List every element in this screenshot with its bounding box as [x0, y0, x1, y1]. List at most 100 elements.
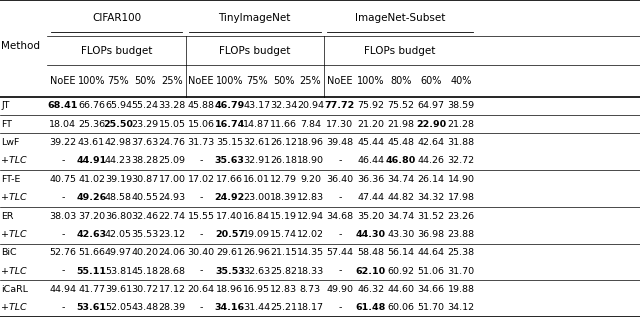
- Text: 12.94: 12.94: [297, 211, 324, 221]
- Text: +TLC: +TLC: [1, 303, 27, 312]
- Text: 30.87: 30.87: [132, 175, 159, 184]
- Text: 18.96: 18.96: [297, 138, 324, 147]
- Text: 11.66: 11.66: [270, 120, 297, 129]
- Text: 16.95: 16.95: [243, 285, 270, 294]
- Text: 16.74: 16.74: [214, 120, 245, 129]
- Text: 17.12: 17.12: [159, 285, 186, 294]
- Text: 35.15: 35.15: [216, 138, 243, 147]
- Text: 16.01: 16.01: [243, 175, 270, 184]
- Text: 7.84: 7.84: [300, 120, 321, 129]
- Text: 21.28: 21.28: [447, 120, 475, 129]
- Text: 34.16: 34.16: [214, 303, 245, 312]
- Text: +TLC: +TLC: [1, 193, 27, 202]
- Text: 40%: 40%: [451, 76, 472, 86]
- Text: 24.93: 24.93: [159, 193, 186, 202]
- Text: 77.72: 77.72: [324, 101, 355, 110]
- Text: 37.20: 37.20: [78, 211, 105, 221]
- Text: 60.92: 60.92: [387, 267, 415, 275]
- Text: 16.84: 16.84: [243, 211, 270, 221]
- Text: -: -: [338, 193, 342, 202]
- Text: 35.53: 35.53: [215, 267, 244, 275]
- Text: 44.91: 44.91: [76, 157, 107, 165]
- Text: -: -: [61, 303, 65, 312]
- Text: FT: FT: [1, 120, 12, 129]
- Text: iCaRL: iCaRL: [1, 285, 28, 294]
- Text: NoEE: NoEE: [188, 76, 214, 86]
- Text: ImageNet-Subset: ImageNet-Subset: [355, 13, 445, 23]
- Text: NoEE: NoEE: [327, 76, 353, 86]
- Text: 66.76: 66.76: [78, 101, 105, 110]
- Text: 24.06: 24.06: [159, 248, 186, 257]
- Text: 32.63: 32.63: [243, 267, 270, 275]
- Text: 45.18: 45.18: [132, 267, 159, 275]
- Text: 32.61: 32.61: [243, 138, 270, 147]
- Text: 48.58: 48.58: [105, 193, 132, 202]
- Text: 60%: 60%: [420, 76, 442, 86]
- Text: 40.20: 40.20: [132, 248, 159, 257]
- Text: 17.30: 17.30: [326, 120, 353, 129]
- Text: 28.68: 28.68: [159, 267, 186, 275]
- Text: BiC: BiC: [1, 248, 17, 257]
- Text: 21.20: 21.20: [357, 120, 385, 129]
- Text: 34.74: 34.74: [387, 175, 415, 184]
- Text: -: -: [338, 230, 342, 239]
- Text: 55.24: 55.24: [132, 101, 159, 110]
- Text: 49.26: 49.26: [76, 193, 107, 202]
- Text: -: -: [199, 303, 203, 312]
- Text: 23.26: 23.26: [447, 211, 475, 221]
- Text: 15.55: 15.55: [188, 211, 214, 221]
- Text: 25.38: 25.38: [447, 248, 475, 257]
- Text: 52.05: 52.05: [105, 303, 132, 312]
- Text: -: -: [61, 157, 65, 165]
- Text: -: -: [338, 267, 342, 275]
- Text: 38.59: 38.59: [447, 101, 475, 110]
- Text: 17.98: 17.98: [447, 193, 475, 202]
- Text: 75%: 75%: [108, 76, 129, 86]
- Text: 32.91: 32.91: [243, 157, 270, 165]
- Text: TinyImageNet: TinyImageNet: [218, 13, 291, 23]
- Text: 56.14: 56.14: [387, 248, 415, 257]
- Text: 20.57: 20.57: [215, 230, 244, 239]
- Text: 33.28: 33.28: [159, 101, 186, 110]
- Text: 52.76: 52.76: [49, 248, 76, 257]
- Text: 25.09: 25.09: [159, 157, 186, 165]
- Text: +TLC: +TLC: [1, 230, 27, 239]
- Text: 25.21: 25.21: [270, 303, 297, 312]
- Text: 35.63: 35.63: [215, 157, 244, 165]
- Text: 47.44: 47.44: [357, 193, 385, 202]
- Text: 23.88: 23.88: [447, 230, 475, 239]
- Text: 20.94: 20.94: [297, 101, 324, 110]
- Text: 68.41: 68.41: [47, 101, 78, 110]
- Text: 44.23: 44.23: [105, 157, 132, 165]
- Text: JT: JT: [1, 101, 10, 110]
- Text: 42.64: 42.64: [417, 138, 445, 147]
- Text: 100%: 100%: [216, 76, 243, 86]
- Text: LwF: LwF: [1, 138, 20, 147]
- Text: 42.63: 42.63: [76, 230, 107, 239]
- Text: 20.64: 20.64: [188, 285, 214, 294]
- Text: 34.66: 34.66: [417, 285, 445, 294]
- Text: Method: Method: [1, 41, 40, 51]
- Text: 53.81: 53.81: [105, 267, 132, 275]
- Text: 44.82: 44.82: [387, 193, 415, 202]
- Text: 24.76: 24.76: [159, 138, 186, 147]
- Text: -: -: [199, 267, 203, 275]
- Text: 57.44: 57.44: [326, 248, 353, 257]
- Text: 26.12: 26.12: [270, 138, 297, 147]
- Text: -: -: [199, 157, 203, 165]
- Text: 14.87: 14.87: [243, 120, 270, 129]
- Text: 18.17: 18.17: [297, 303, 324, 312]
- Text: 36.40: 36.40: [326, 175, 353, 184]
- Text: 51.66: 51.66: [78, 248, 105, 257]
- Text: 46.79: 46.79: [214, 101, 245, 110]
- Text: 43.17: 43.17: [243, 101, 270, 110]
- Text: 75.92: 75.92: [357, 101, 385, 110]
- Text: NoEE: NoEE: [50, 76, 76, 86]
- Text: FT-E: FT-E: [1, 175, 20, 184]
- Text: 15.06: 15.06: [188, 120, 214, 129]
- Text: 25%: 25%: [161, 76, 183, 86]
- Text: 26.14: 26.14: [417, 175, 445, 184]
- Text: 18.33: 18.33: [297, 267, 324, 275]
- Text: 31.52: 31.52: [417, 211, 445, 221]
- Text: 55.11: 55.11: [77, 267, 106, 275]
